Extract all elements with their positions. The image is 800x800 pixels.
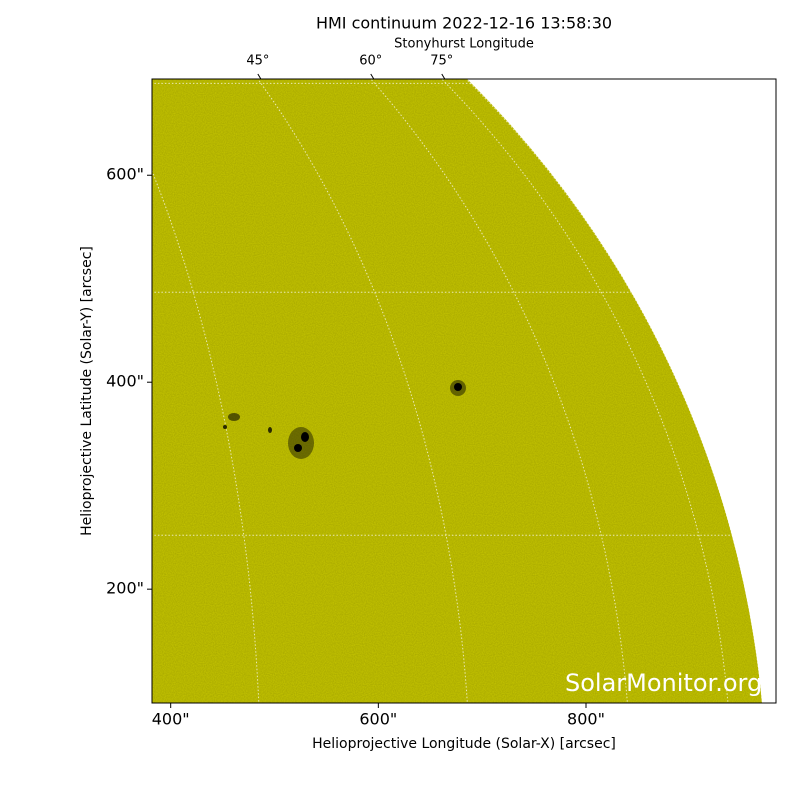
top-tick: [441, 73, 446, 80]
top-tick-label: 60°: [359, 54, 382, 69]
x-tick-label: 800": [567, 710, 605, 729]
longitude-line: [0, 0, 17, 796]
top-tick-label: 45°: [246, 54, 269, 69]
x-tick-label: 600": [359, 710, 397, 729]
longitude-line: [257, 79, 468, 703]
longitude-line: [370, 79, 628, 703]
x-axis-label: Helioprojective Longitude (Solar-X) [arc…: [312, 736, 616, 752]
watermark: SolarMonitor.org: [565, 669, 762, 697]
coordinate-grid: [0, 0, 767, 796]
longitude-line: [465, 79, 763, 703]
sunspots: [223, 380, 466, 459]
plot-frame: [151, 78, 777, 704]
longitude-line: [441, 79, 729, 703]
y-tick-label: 600": [106, 165, 144, 184]
y-tick-label: 400": [106, 372, 144, 391]
x-tick-label: 400": [152, 710, 190, 729]
longitude-line: [152, 169, 260, 703]
top-tick: [257, 73, 262, 80]
chart-title: HMI continuum 2022-12-16 13:58:30: [316, 14, 612, 33]
top-axis-label: Stonyhurst Longitude: [394, 37, 534, 52]
y-tick-label: 200": [106, 579, 144, 598]
top-tick: [370, 73, 375, 80]
top-tick-label: 75°: [430, 54, 453, 69]
y-axis-label: Helioprojective Latitude (Solar-Y) [arcs…: [79, 246, 95, 536]
